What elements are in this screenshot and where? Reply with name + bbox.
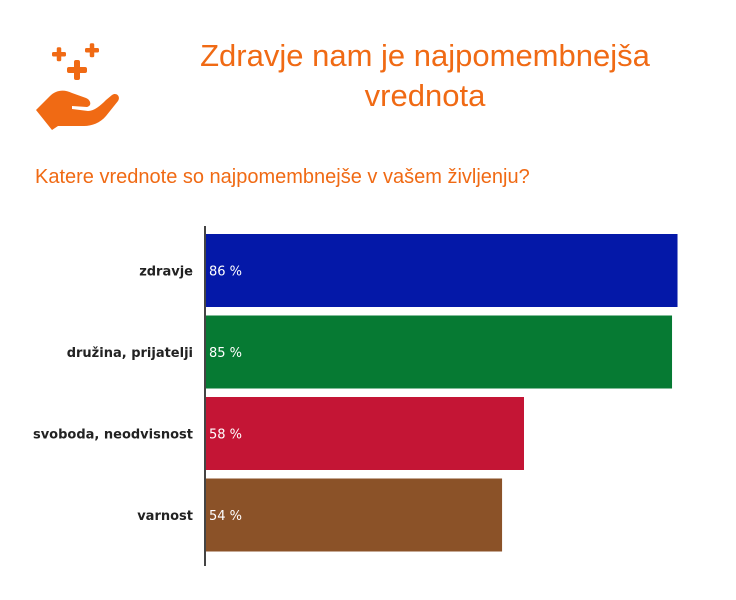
category-label: družina, prijatelji [67, 346, 193, 361]
bar-3 [206, 397, 524, 470]
bar-1 [206, 234, 678, 307]
bar-4 [206, 478, 503, 552]
hand-with-plus-signs-icon [36, 43, 119, 130]
value-label: 85 % [209, 346, 242, 361]
page-title: Zdravje nam je najpomembnejša vrednota [200, 38, 650, 113]
chart-question: Katere vrednote so najpomembnejše v vaše… [35, 166, 530, 188]
value-label: 54 % [209, 509, 242, 524]
category-label: svoboda, neodvisnost [33, 428, 193, 443]
value-label: 58 % [209, 428, 242, 443]
category-label: varnost [137, 509, 193, 524]
bar-2 [206, 315, 673, 389]
category-label: zdravje [139, 265, 193, 280]
value-label: 86 % [209, 265, 242, 280]
